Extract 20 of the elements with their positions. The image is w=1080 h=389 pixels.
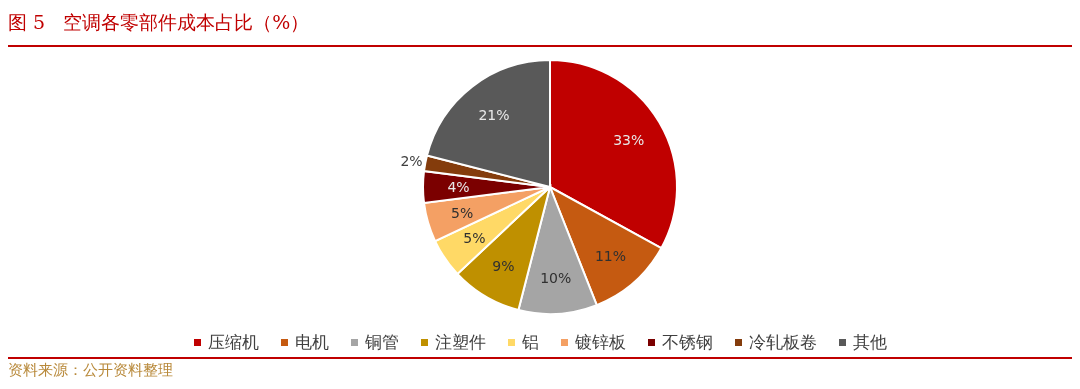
legend-label: 注塑件: [434, 331, 486, 354]
data-label: 9%: [492, 257, 515, 274]
legend-label: 冷轧板卷: [748, 331, 817, 354]
legend-label: 压缩机: [207, 331, 259, 354]
legend-label: 其他: [852, 331, 887, 354]
text: 资料来源：公开资料整理: [8, 361, 173, 380]
data-label: 21%: [478, 106, 510, 123]
data-label: 10%: [540, 270, 572, 287]
data-label: 5%: [451, 204, 474, 221]
data-label: 5%: [463, 230, 486, 247]
legend-label: 铝: [521, 331, 539, 354]
data-label: 2%: [400, 152, 423, 169]
legend-label: 镀锌板: [574, 331, 626, 354]
data-label: 4%: [447, 179, 470, 195]
data-label: 11%: [594, 247, 627, 264]
legend-label: 不锈钢: [661, 331, 713, 354]
legend-label: 电机: [294, 331, 329, 354]
chart-title: 图 5 空调各零部件成本占比（%）: [8, 10, 310, 35]
data-label: 33%: [613, 132, 645, 149]
legend-label: 铜管: [364, 331, 399, 354]
